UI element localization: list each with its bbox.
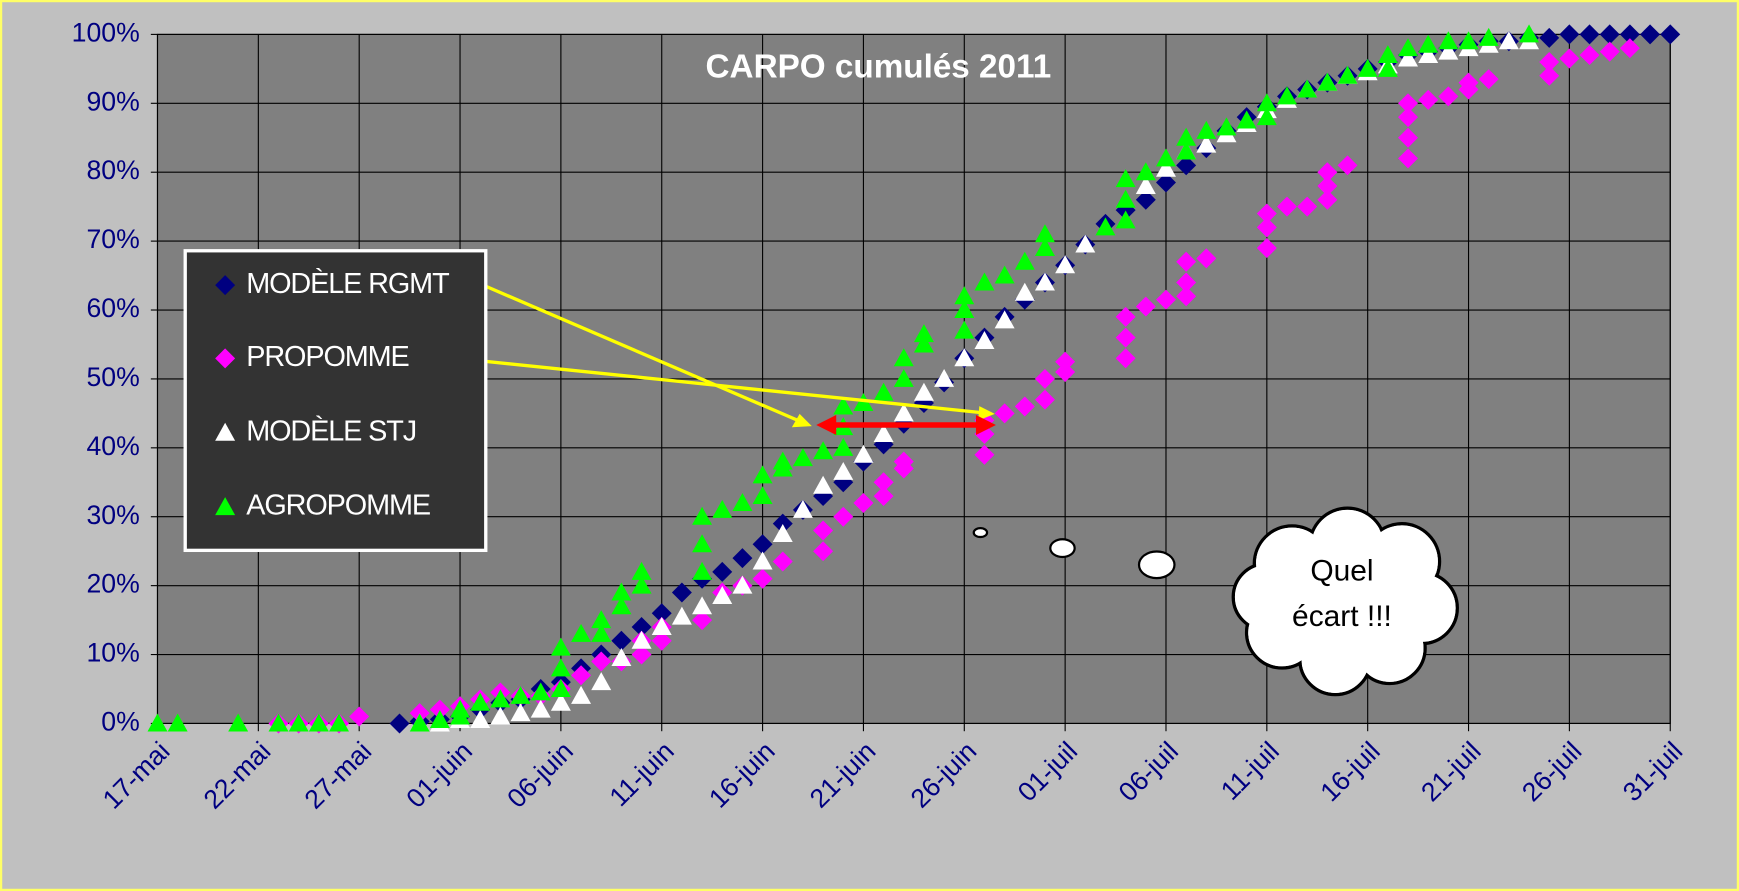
bubble-dot [974, 528, 987, 537]
y-tick-label: 70% [86, 224, 139, 254]
legend-label: AGROPOMME [246, 490, 430, 522]
bubble-dot [1139, 551, 1174, 578]
bubble-dot [1050, 539, 1074, 557]
y-tick-label: 20% [86, 569, 139, 599]
chart: 0%10%20%30%40%50%60%70%80%90%100%17-mai2… [0, 0, 1739, 891]
y-tick-label: 60% [86, 293, 139, 323]
legend: MODÈLE RGMT PROPOMME MODÈLE STJ AGROPOMME [185, 251, 486, 551]
cloud-text: écart !!! [1292, 600, 1392, 633]
y-tick-label: 100% [72, 17, 140, 47]
y-tick-label: 80% [86, 155, 139, 185]
page: 0%10%20%30%40%50%60%70%80%90%100%17-mai2… [0, 0, 1739, 891]
legend-label: MODÈLE STJ [246, 414, 416, 447]
y-tick-label: 50% [86, 362, 139, 392]
y-tick-label: 10% [86, 638, 139, 668]
cloud-text: Quel [1310, 554, 1373, 587]
legend-label: MODÈLE RGMT [246, 267, 449, 300]
legend-label: PROPOMME [246, 341, 408, 373]
y-tick-label: 90% [86, 86, 139, 116]
y-tick-label: 30% [86, 500, 139, 530]
y-tick-label: 40% [86, 431, 139, 461]
chart-title: CARPO cumulés 2011 [706, 49, 1052, 86]
y-tick-label: 0% [101, 706, 139, 736]
